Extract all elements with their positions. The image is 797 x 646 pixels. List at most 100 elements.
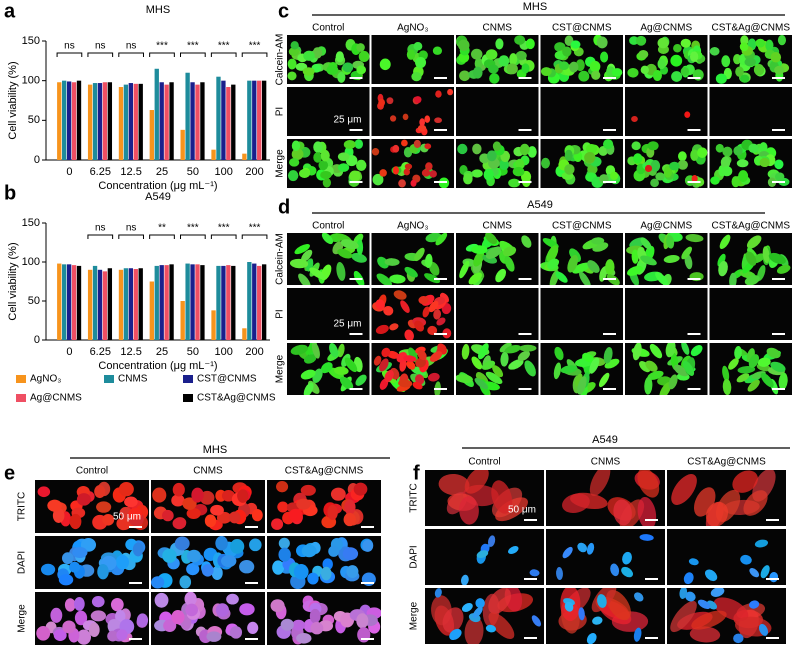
cell bbox=[424, 253, 433, 269]
cell bbox=[721, 55, 731, 68]
micrograph bbox=[267, 592, 381, 645]
significance-label: ns bbox=[64, 41, 75, 52]
bar bbox=[107, 82, 113, 160]
significance-label: ns bbox=[95, 41, 106, 52]
cell bbox=[272, 560, 285, 575]
cell bbox=[116, 629, 128, 641]
cell bbox=[442, 607, 464, 633]
cell bbox=[344, 357, 358, 373]
cell bbox=[154, 592, 169, 608]
cell bbox=[457, 143, 468, 155]
cell bbox=[415, 56, 427, 69]
cell bbox=[296, 632, 312, 644]
x-tick-label: 6.25 bbox=[90, 346, 111, 358]
cell bbox=[298, 273, 311, 285]
cell bbox=[498, 55, 510, 67]
cell bbox=[47, 499, 62, 512]
cell bbox=[362, 539, 374, 552]
cell bbox=[429, 351, 443, 362]
cell bbox=[677, 159, 688, 170]
cell bbox=[226, 593, 239, 605]
cell bbox=[276, 480, 289, 493]
cell bbox=[564, 164, 575, 175]
micrograph bbox=[371, 35, 454, 84]
row-label: Merge bbox=[275, 354, 286, 383]
cell bbox=[673, 364, 689, 377]
cell bbox=[748, 354, 760, 368]
bar bbox=[257, 80, 262, 160]
cell bbox=[404, 163, 413, 170]
significance-bracket bbox=[87, 52, 114, 57]
micrograph bbox=[151, 536, 265, 589]
cell bbox=[506, 63, 518, 75]
cell bbox=[657, 58, 666, 70]
cell bbox=[354, 139, 364, 149]
cell bbox=[328, 545, 340, 557]
y-tick-label: 150 bbox=[22, 217, 40, 229]
cell bbox=[290, 41, 299, 50]
cell bbox=[40, 563, 56, 576]
cell bbox=[356, 65, 367, 75]
cell bbox=[598, 146, 608, 156]
cell bbox=[738, 170, 749, 182]
x-tick-label: 12.5 bbox=[120, 346, 141, 358]
cell bbox=[647, 370, 664, 380]
bar bbox=[211, 310, 216, 340]
cell bbox=[472, 66, 483, 79]
cell bbox=[415, 357, 426, 368]
cell bbox=[461, 574, 469, 585]
cell bbox=[509, 53, 518, 66]
legend-swatch bbox=[16, 375, 26, 383]
cell bbox=[739, 42, 749, 52]
cell bbox=[728, 358, 739, 370]
micrograph bbox=[667, 588, 786, 644]
cell bbox=[90, 610, 107, 622]
micrograph bbox=[425, 529, 544, 585]
cell bbox=[210, 504, 224, 516]
cell bbox=[733, 146, 743, 156]
y-tick-label: 150 bbox=[22, 35, 40, 47]
significance-bracket bbox=[180, 52, 206, 57]
cell bbox=[669, 161, 680, 171]
cell bbox=[172, 517, 186, 530]
cell bbox=[228, 511, 241, 524]
bar bbox=[66, 81, 72, 160]
cell bbox=[768, 252, 786, 265]
cell bbox=[299, 168, 311, 178]
cell bbox=[495, 268, 507, 283]
significance-label: *** bbox=[249, 223, 261, 234]
bar bbox=[169, 82, 174, 160]
micrograph bbox=[456, 35, 539, 84]
x-tick-label: 100 bbox=[215, 166, 233, 178]
cell bbox=[499, 343, 512, 353]
panel-letter: f bbox=[413, 462, 420, 484]
cell bbox=[379, 58, 391, 71]
cell bbox=[334, 366, 349, 375]
cell bbox=[627, 67, 639, 78]
cell bbox=[736, 373, 750, 383]
cell bbox=[709, 47, 720, 56]
micrograph bbox=[709, 87, 792, 136]
significance-bracket bbox=[56, 52, 83, 57]
cell bbox=[280, 618, 294, 631]
cell bbox=[136, 613, 149, 628]
cell bbox=[427, 372, 440, 382]
cell bbox=[775, 172, 785, 182]
cell bbox=[778, 372, 788, 390]
cell bbox=[564, 149, 573, 161]
cell bbox=[91, 596, 105, 608]
micrograph bbox=[625, 288, 708, 340]
column-label: Ag@CNMS bbox=[640, 23, 692, 34]
cell bbox=[747, 379, 760, 392]
cell bbox=[733, 633, 744, 644]
cell bbox=[578, 607, 585, 621]
legend-label: Ag@CNMS bbox=[30, 393, 82, 404]
cell bbox=[591, 70, 601, 80]
cell bbox=[97, 563, 109, 580]
cell bbox=[406, 360, 416, 370]
micrograph bbox=[287, 343, 370, 395]
cell bbox=[392, 144, 400, 153]
chart-title: MHS bbox=[146, 4, 170, 16]
cell bbox=[472, 606, 483, 619]
cell bbox=[163, 619, 177, 633]
